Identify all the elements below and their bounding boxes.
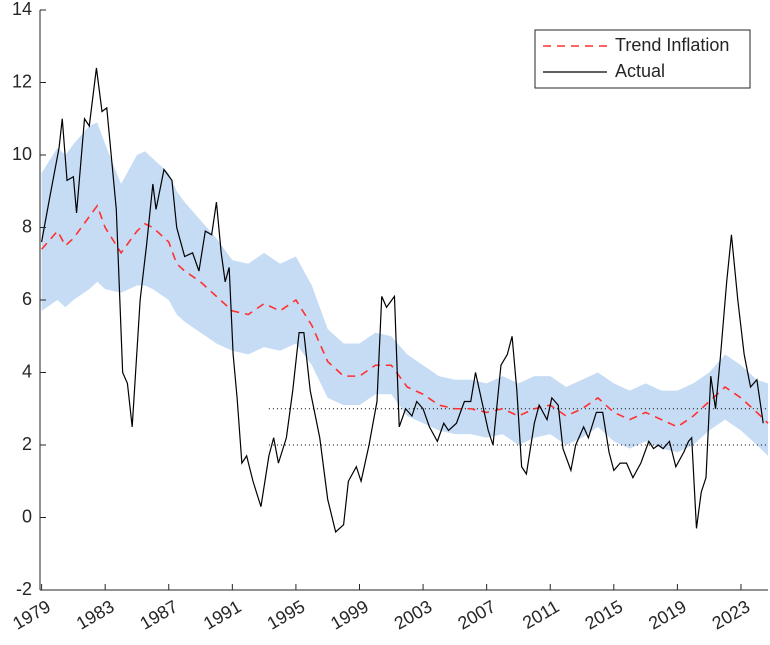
legend-label: Actual <box>615 61 665 81</box>
y-tick-label: 6 <box>22 289 32 309</box>
y-tick-label: 2 <box>22 434 32 454</box>
x-tick-label: 1995 <box>264 596 309 633</box>
legend-label: Trend Inflation <box>615 35 729 55</box>
x-tick-label: 1991 <box>200 596 245 633</box>
y-tick-label: -2 <box>16 579 32 599</box>
x-tick-label: 1983 <box>73 596 118 633</box>
y-tick-label: 12 <box>12 71 32 91</box>
x-tick-label: 2019 <box>645 596 690 633</box>
y-tick-label: 10 <box>12 144 32 164</box>
x-tick-label: 2003 <box>391 596 436 633</box>
x-tick-label: 2015 <box>582 596 627 633</box>
y-tick-label: 14 <box>12 0 32 19</box>
series-line <box>40 204 769 428</box>
x-tick-label: 1987 <box>136 596 181 633</box>
x-tick-label: 1979 <box>9 596 54 633</box>
y-tick-label: 0 <box>22 506 32 526</box>
x-tick-label: 2011 <box>519 596 563 633</box>
y-tick-label: 8 <box>22 216 32 236</box>
x-tick-label: 2007 <box>454 596 499 633</box>
y-tick-label: 4 <box>22 361 32 381</box>
uncertainty-band <box>41 122 768 456</box>
series-line <box>40 67 764 534</box>
legend-box <box>534 29 751 89</box>
x-tick-label: 2023 <box>709 596 754 633</box>
x-tick-label: 1999 <box>327 596 372 633</box>
